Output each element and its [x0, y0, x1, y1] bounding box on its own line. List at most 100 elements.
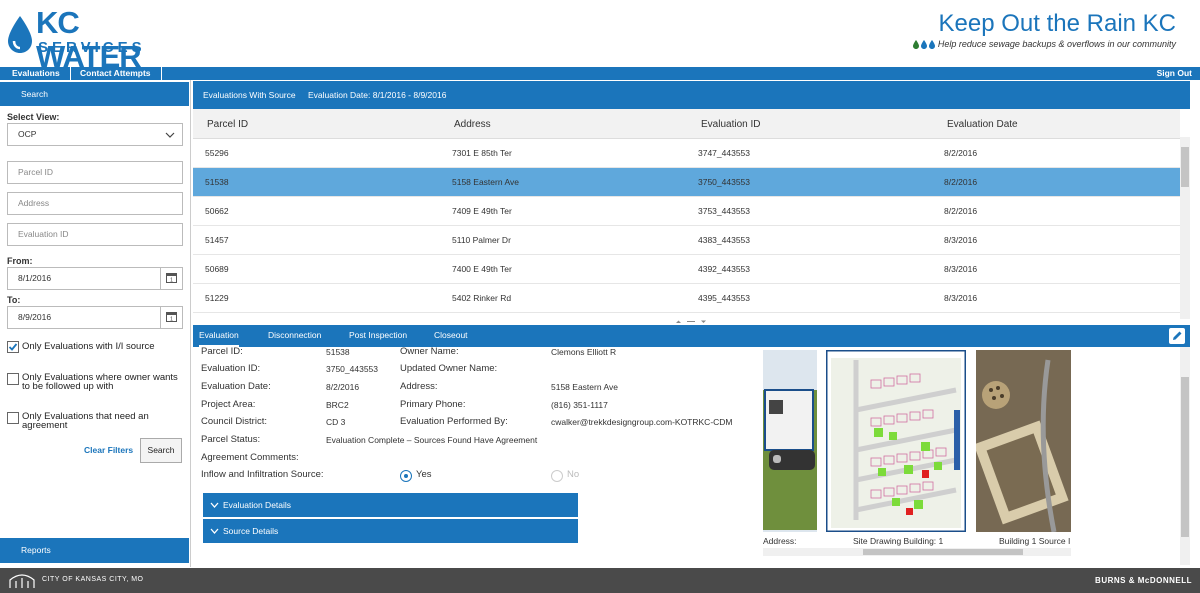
agreement-comments-label: Agreement Comments:: [201, 452, 299, 463]
table-row[interactable]: 50662 7409 E 49th Ter 3753_443553 8/2/20…: [193, 197, 1180, 226]
table-row-selected[interactable]: 51538 5158 Eastern Ave 3750_443553 8/2/2…: [193, 168, 1180, 197]
cell-address: 5402 Rinker Rd: [452, 293, 512, 303]
splitter-handle-icon[interactable]: [676, 320, 706, 324]
cell-parcel-id: 55296: [205, 148, 229, 158]
owner-name-label: Owner Name:: [400, 347, 459, 357]
svg-text:1: 1: [170, 278, 173, 284]
column-header-parcel-id[interactable]: Parcel ID: [207, 119, 249, 130]
cell-evaluation-date: 8/2/2016: [944, 148, 978, 158]
evaluations-grid: Parcel ID Address Evaluation ID Evaluati…: [193, 109, 1190, 319]
select-view-dropdown[interactable]: OCP: [7, 123, 183, 146]
column-header-address[interactable]: Address: [454, 119, 491, 130]
to-date-value: 8/9/2016: [18, 312, 52, 322]
cell-address: 7301 E 85th Ter: [452, 148, 512, 158]
table-row[interactable]: 51229 5402 Rinker Rd 4395_443553 8/3/201…: [193, 284, 1180, 313]
grid-date-range: Evaluation Date: 8/1/2016 - 8/9/2016: [307, 90, 447, 100]
ii-source-no-label: No: [567, 469, 580, 480]
cell-evaluation-id: 4395_443553: [698, 293, 751, 303]
council-district-value: CD 3: [326, 417, 346, 427]
tab-post-inspection[interactable]: Post Inspection: [349, 330, 408, 340]
checkmark-icon: [8, 343, 18, 351]
top-nav: Evaluations Contact Attempts Sign Out: [0, 67, 1200, 80]
search-button[interactable]: Search: [140, 438, 182, 463]
cell-evaluation-id: 4383_443553: [698, 235, 751, 245]
evaluation-id-value: 3750_443553: [326, 364, 379, 374]
reports-panel-header[interactable]: Reports: [0, 538, 189, 563]
filter-needs-agreement[interactable]: Only Evaluations that need an agreement: [7, 412, 183, 434]
column-header-evaluation-date[interactable]: Evaluation Date: [947, 119, 1018, 130]
grid-scrollbar[interactable]: [1180, 137, 1190, 319]
calendar-icon: 1: [166, 312, 177, 323]
sign-out-link[interactable]: Sign Out: [1156, 68, 1192, 78]
owner-follow-up-checkbox[interactable]: [7, 373, 19, 385]
cell-address: 7400 E 49th Ter: [452, 264, 512, 274]
filter-ii-source[interactable]: Only Evaluations with I/I source: [7, 341, 183, 355]
cell-evaluation-date: 8/3/2016: [944, 235, 978, 245]
parcel-status-value: Evaluation Complete – Sources Found Have…: [326, 435, 538, 445]
ii-source-yes-radio[interactable]: [400, 470, 412, 482]
cell-parcel-id: 51457: [205, 235, 229, 245]
to-calendar-button[interactable]: 1: [160, 307, 182, 328]
tab-evaluation[interactable]: Evaluation: [199, 325, 239, 347]
primary-phone-label: Primary Phone:: [400, 399, 466, 410]
from-date-input[interactable]: 8/1/2016 1: [7, 267, 183, 290]
ii-source-label: Only Evaluations with I/I source: [22, 341, 155, 352]
cell-address: 7409 E 49th Ter: [452, 206, 512, 216]
tab-closeout[interactable]: Closeout: [434, 330, 468, 340]
parcel-id-value: 51538: [326, 347, 350, 357]
search-sidebar: Search Select View: OCP Parcel ID Addres…: [0, 80, 191, 567]
partner-name: BURNS & McDONNELL: [1095, 576, 1192, 585]
photo-strip: Address: Site Drawing Building: 1: [763, 350, 1071, 548]
detail-scrollbar[interactable]: [1180, 347, 1190, 565]
source-photo[interactable]: [976, 350, 1071, 532]
ii-source-checkbox[interactable]: [7, 341, 19, 353]
edit-button[interactable]: [1169, 328, 1185, 344]
campaign-tagline: Help reduce sewage backups & overflows i…: [937, 39, 1176, 49]
primary-phone-value: (816) 351-1117: [551, 400, 608, 410]
photo-caption-site-drawing: Site Drawing Building: 1: [853, 536, 944, 546]
needs-agreement-checkbox[interactable]: [7, 412, 19, 424]
from-calendar-button[interactable]: 1: [160, 268, 182, 289]
parcel-id-label: Parcel ID:: [201, 347, 243, 357]
photo-scrollbar[interactable]: [763, 548, 1071, 556]
parcel-id-input[interactable]: Parcel ID: [7, 161, 183, 184]
cell-evaluation-date: 8/2/2016: [944, 177, 978, 187]
evaluation-details-label: Evaluation Details: [223, 500, 292, 510]
evaluation-date-label: Evaluation Date:: [201, 381, 271, 392]
column-header-evaluation-id[interactable]: Evaluation ID: [701, 119, 761, 130]
evaluation-id-input[interactable]: Evaluation ID: [7, 223, 183, 246]
parcel-status-label: Parcel Status:: [201, 434, 261, 445]
grid-scrollbar-thumb[interactable]: [1181, 147, 1189, 187]
council-district-label: Council District:: [201, 416, 267, 427]
tab-evaluations[interactable]: Evaluations: [2, 67, 71, 80]
address-input[interactable]: Address: [7, 192, 183, 215]
detail-scrollbar-thumb[interactable]: [1181, 377, 1189, 537]
to-date-input[interactable]: 8/9/2016 1: [7, 306, 183, 329]
app-header: KC WATER SERVICES Keep Out the Rain KC H…: [0, 0, 1200, 74]
cell-parcel-id: 51538: [205, 177, 229, 187]
campaign-banner: Keep Out the Rain KC Help reduce sewage …: [912, 10, 1176, 50]
project-area-label: Project Area:: [201, 399, 256, 410]
photo-scrollbar-thumb[interactable]: [863, 549, 1023, 555]
search-panel-header[interactable]: Search: [0, 82, 189, 106]
source-details-section[interactable]: Source Details: [203, 519, 578, 543]
evaluation-details-section[interactable]: Evaluation Details: [203, 493, 578, 517]
table-row[interactable]: 55296 7301 E 85th Ter 3747_443553 8/2/20…: [193, 139, 1180, 168]
site-drawing-map[interactable]: [826, 350, 966, 532]
pane-splitter[interactable]: [193, 319, 1190, 325]
house-photo[interactable]: [763, 350, 817, 532]
cell-evaluation-id: 4392_443553: [698, 264, 751, 274]
address-value: 5158 Eastern Ave: [551, 382, 618, 392]
clear-filters-link[interactable]: Clear Filters: [84, 445, 134, 455]
cell-parcel-id: 50689: [205, 264, 229, 274]
ii-source-no-radio[interactable]: [551, 470, 563, 482]
table-row[interactable]: 50689 7400 E 49th Ter 4392_443553 8/3/20…: [193, 255, 1180, 284]
cell-parcel-id: 51229: [205, 293, 229, 303]
tab-disconnection[interactable]: Disconnection: [268, 330, 322, 340]
svg-text:1: 1: [170, 317, 173, 323]
filter-owner-follow-up[interactable]: Only Evaluations where owner wants to be…: [7, 373, 183, 395]
tab-contact-attempts[interactable]: Contact Attempts: [70, 67, 162, 80]
table-row[interactable]: 51457 5110 Palmer Dr 4383_443553 8/3/201…: [193, 226, 1180, 255]
owner-name-value: Clemons Elliott R: [551, 347, 617, 357]
chevron-down-icon: [165, 132, 175, 138]
